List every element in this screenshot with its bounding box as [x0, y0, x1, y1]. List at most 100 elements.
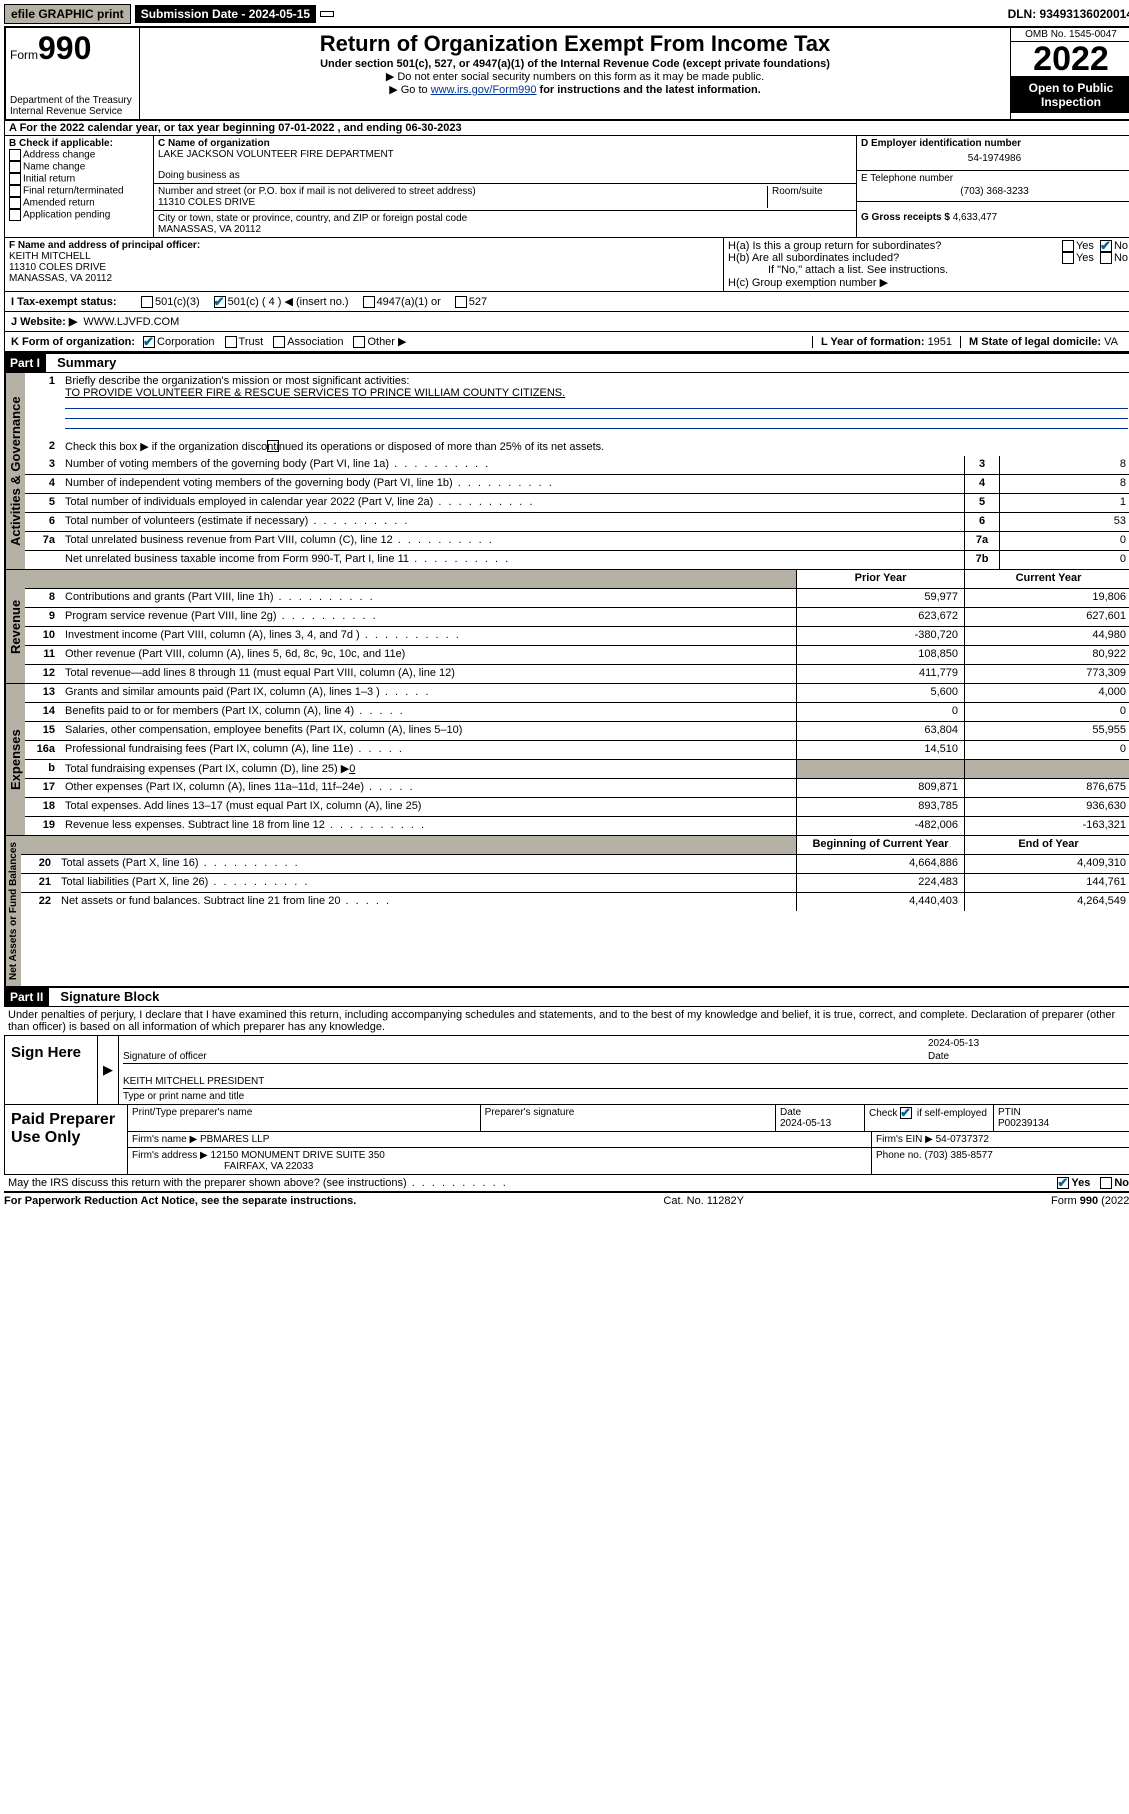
col-b: B Check if applicable: Address change Na… [5, 136, 154, 237]
c19: -163,321 [964, 817, 1129, 835]
col-h: H(a) Is this a group return for subordin… [724, 238, 1129, 291]
tax-year: 2022 [1011, 42, 1129, 77]
line-22: Net assets or fund balances. Subtract li… [57, 893, 796, 911]
date-label: Date [928, 1051, 1128, 1062]
k-corp[interactable] [143, 336, 155, 348]
g-label: G Gross receipts $ [861, 212, 950, 223]
officer-addr2: MANASSAS, VA 20112 [9, 273, 719, 284]
form-word: Form [10, 48, 38, 62]
c12: 773,309 [964, 665, 1129, 683]
efile-button[interactable]: efile GRAPHIC print [4, 4, 131, 24]
part1-header-row: Part I Summary [4, 354, 1129, 373]
discuss-yes[interactable] [1057, 1177, 1069, 1189]
c20: 4,409,310 [964, 855, 1129, 873]
i-4947[interactable] [363, 296, 375, 308]
c22: 4,264,549 [964, 893, 1129, 911]
submission-date-label: Submission Date - 2024-05-15 [135, 5, 316, 23]
ptin-label: PTIN [998, 1107, 1021, 1118]
ein: 54-1974986 [861, 149, 1128, 168]
discuss-no[interactable] [1100, 1177, 1112, 1189]
v4: 8 [999, 475, 1129, 493]
line-18: Total expenses. Add lines 13–17 (must eq… [61, 798, 796, 816]
checkbox-pending[interactable] [9, 209, 21, 221]
l2-checkbox[interactable] [267, 440, 279, 452]
part2-title: Signature Block [52, 989, 159, 1004]
line-2: Check this box ▶ if the organization dis… [61, 438, 1129, 456]
line-10: Investment income (Part VIII, column (A)… [61, 627, 796, 645]
self-employed-checkbox[interactable] [900, 1107, 912, 1119]
checkbox-name[interactable] [9, 161, 21, 173]
line-7a: Total unrelated business revenue from Pa… [61, 532, 964, 550]
v7a: 0 [999, 532, 1129, 550]
k-opt3: Other ▶ [367, 335, 406, 348]
discuss-row: May the IRS discuss this return with the… [4, 1175, 1129, 1193]
p11: 108,850 [796, 646, 964, 664]
activities-governance: Activities & Governance 1 Briefly descri… [4, 373, 1129, 570]
c13: 4,000 [964, 684, 1129, 702]
v7b: 0 [999, 551, 1129, 569]
line-11: Other revenue (Part VIII, column (A), li… [61, 646, 796, 664]
line-8: Contributions and grants (Part VIII, lin… [61, 589, 796, 607]
b-opt-pending: Application pending [9, 209, 149, 221]
m-label: M State of legal domicile: [969, 336, 1101, 348]
checkbox-initial[interactable] [9, 173, 21, 185]
p19: -482,006 [796, 817, 964, 835]
tab-revenue: Revenue [5, 570, 25, 683]
section-a-g: A For the 2022 calendar year, or tax yea… [4, 121, 1129, 238]
row-a: A For the 2022 calendar year, or tax yea… [5, 121, 1129, 136]
checkbox-address[interactable] [9, 149, 21, 161]
b-opt-initial: Initial return [9, 173, 149, 185]
hb-yes[interactable] [1062, 252, 1074, 264]
i-527[interactable] [455, 296, 467, 308]
c16a: 0 [964, 741, 1129, 759]
pra-notice: For Paperwork Reduction Act Notice, see … [4, 1195, 356, 1207]
officer-name: KEITH MITCHELL [9, 251, 719, 262]
hb-no[interactable] [1100, 252, 1112, 264]
checkbox-amended[interactable] [9, 197, 21, 209]
submission-date-box [320, 11, 334, 17]
k-trust[interactable] [225, 336, 237, 348]
link-post: for instructions and the latest informat… [536, 84, 760, 96]
form-number: 990 [38, 30, 91, 66]
col-c: C Name of organization LAKE JACKSON VOLU… [154, 136, 857, 237]
street: 11310 COLES DRIVE [158, 197, 763, 208]
irs-link[interactable]: www.irs.gov/Form990 [431, 84, 537, 96]
boy-header: Beginning of Current Year [796, 836, 964, 854]
i-501c3[interactable] [141, 296, 153, 308]
mission-text: TO PROVIDE VOLUNTEER FIRE & RESCUE SERVI… [65, 387, 565, 399]
top-bar: efile GRAPHIC print Submission Date - 20… [4, 4, 1129, 24]
open-to-public: Open to Public Inspection [1011, 77, 1129, 113]
ha-no[interactable] [1100, 240, 1112, 252]
p-date-label: Date [780, 1107, 801, 1118]
p18: 893,785 [796, 798, 964, 816]
k-other[interactable] [353, 336, 365, 348]
ha-yes[interactable] [1062, 240, 1074, 252]
l-label: L Year of formation: [821, 336, 925, 348]
k-assoc[interactable] [273, 336, 285, 348]
c15: 55,955 [964, 722, 1129, 740]
v3: 8 [999, 456, 1129, 474]
line-3: Number of voting members of the governin… [61, 456, 964, 474]
checkbox-final[interactable] [9, 185, 21, 197]
paid-preparer: Paid Preparer Use Only Print/Type prepar… [5, 1105, 1129, 1174]
room-suite-label: Room/suite [768, 186, 852, 208]
year-box: OMB No. 1545-0047 2022 Open to Public In… [1010, 28, 1129, 119]
i-501c[interactable] [214, 296, 226, 308]
tab-expenses: Expenses [5, 684, 25, 835]
firm-addr2: FAIRFAX, VA 22033 [132, 1161, 313, 1172]
p12: 411,779 [796, 665, 964, 683]
line-9: Program service revenue (Part VIII, line… [61, 608, 796, 626]
line-19: Revenue less expenses. Subtract line 18 … [61, 817, 796, 835]
dba-label: Doing business as [158, 170, 852, 181]
line-5: Total number of individuals employed in … [61, 494, 964, 512]
cat-no: Cat. No. 11282Y [663, 1195, 744, 1207]
e-label: E Telephone number [861, 173, 1128, 184]
form-footer: Form 990 (2022) [1051, 1195, 1129, 1207]
i-opt3: 527 [469, 296, 487, 308]
c10: 44,980 [964, 627, 1129, 645]
p21: 224,483 [796, 874, 964, 892]
firm-phone-label: Phone no. [876, 1150, 922, 1161]
part2-badge: Part II [4, 988, 49, 1006]
phone: (703) 368-3233 [861, 184, 1128, 199]
k-opt1: Trust [239, 336, 264, 348]
